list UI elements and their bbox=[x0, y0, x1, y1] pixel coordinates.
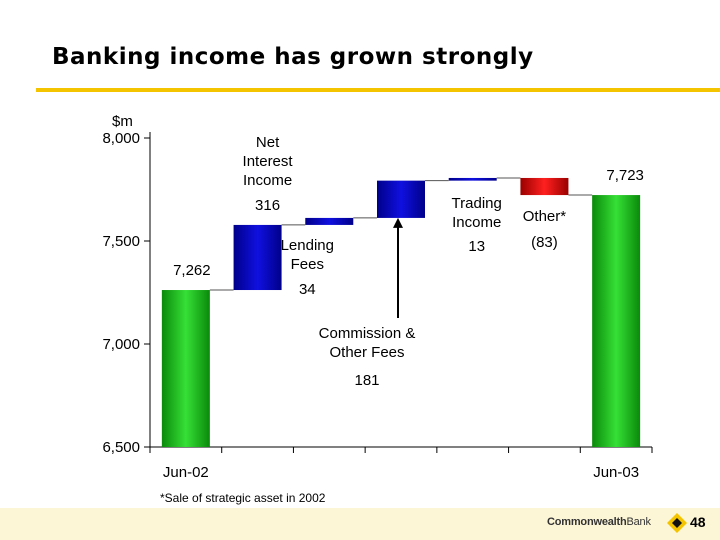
category-label: Trading bbox=[452, 195, 502, 212]
y-unit-label: $m bbox=[112, 113, 133, 130]
y-tick-label: 7,000 bbox=[102, 336, 140, 353]
category-label: Other* bbox=[523, 208, 567, 225]
increase-bar bbox=[448, 177, 497, 181]
category-label: Other Fees bbox=[329, 344, 404, 361]
increase-bar bbox=[305, 217, 354, 225]
brand-diamond-icon bbox=[667, 513, 687, 533]
category-label: Commission & bbox=[319, 325, 416, 342]
value-label: 7,723 bbox=[606, 167, 644, 184]
value-label: 34 bbox=[299, 281, 316, 298]
brand-logo-text: CommonwealthBank bbox=[547, 516, 651, 528]
total-bar bbox=[161, 290, 210, 447]
value-label: 181 bbox=[354, 372, 379, 389]
slide-title: Banking income has grown strongly bbox=[52, 44, 534, 70]
annotation-arrowhead bbox=[393, 217, 403, 228]
category-label: Lending bbox=[281, 237, 334, 254]
waterfall-chart: $m 6,500 7,000 7,500 8,000 7,262 Net Interest… bbox=[102, 113, 653, 481]
value-label: 7,262 bbox=[173, 262, 211, 279]
value-label: 13 bbox=[468, 238, 485, 255]
bars-layer bbox=[161, 177, 641, 447]
increase-bar bbox=[233, 224, 282, 291]
x-tick-label: Jun-03 bbox=[593, 464, 639, 481]
category-label: Interest bbox=[243, 153, 294, 170]
title-underline bbox=[36, 88, 720, 92]
labels-layer: 7,262 Net Interest Income 316 Lending Fees 34 Co… bbox=[163, 134, 644, 481]
x-tick-label: Jun-02 bbox=[163, 464, 209, 481]
total-bar bbox=[592, 195, 641, 447]
increase-bar bbox=[377, 180, 425, 218]
value-label: 316 bbox=[255, 197, 280, 214]
category-label: Income bbox=[452, 214, 501, 231]
axis-layer: 6,500 7,000 7,500 8,000 bbox=[102, 130, 653, 456]
y-tick-label: 7,500 bbox=[102, 233, 140, 250]
decrease-bar bbox=[520, 177, 569, 196]
category-label: Net bbox=[256, 134, 280, 151]
category-label: Income bbox=[243, 172, 292, 189]
category-label: Fees bbox=[291, 256, 324, 273]
footnote: *Sale of strategic asset in 2002 bbox=[160, 491, 326, 505]
page-number: 48 bbox=[690, 514, 706, 530]
value-label: (83) bbox=[531, 234, 558, 251]
y-tick-label: 6,500 bbox=[102, 439, 140, 456]
footer-band bbox=[0, 508, 720, 540]
y-tick-label: 8,000 bbox=[102, 130, 140, 147]
